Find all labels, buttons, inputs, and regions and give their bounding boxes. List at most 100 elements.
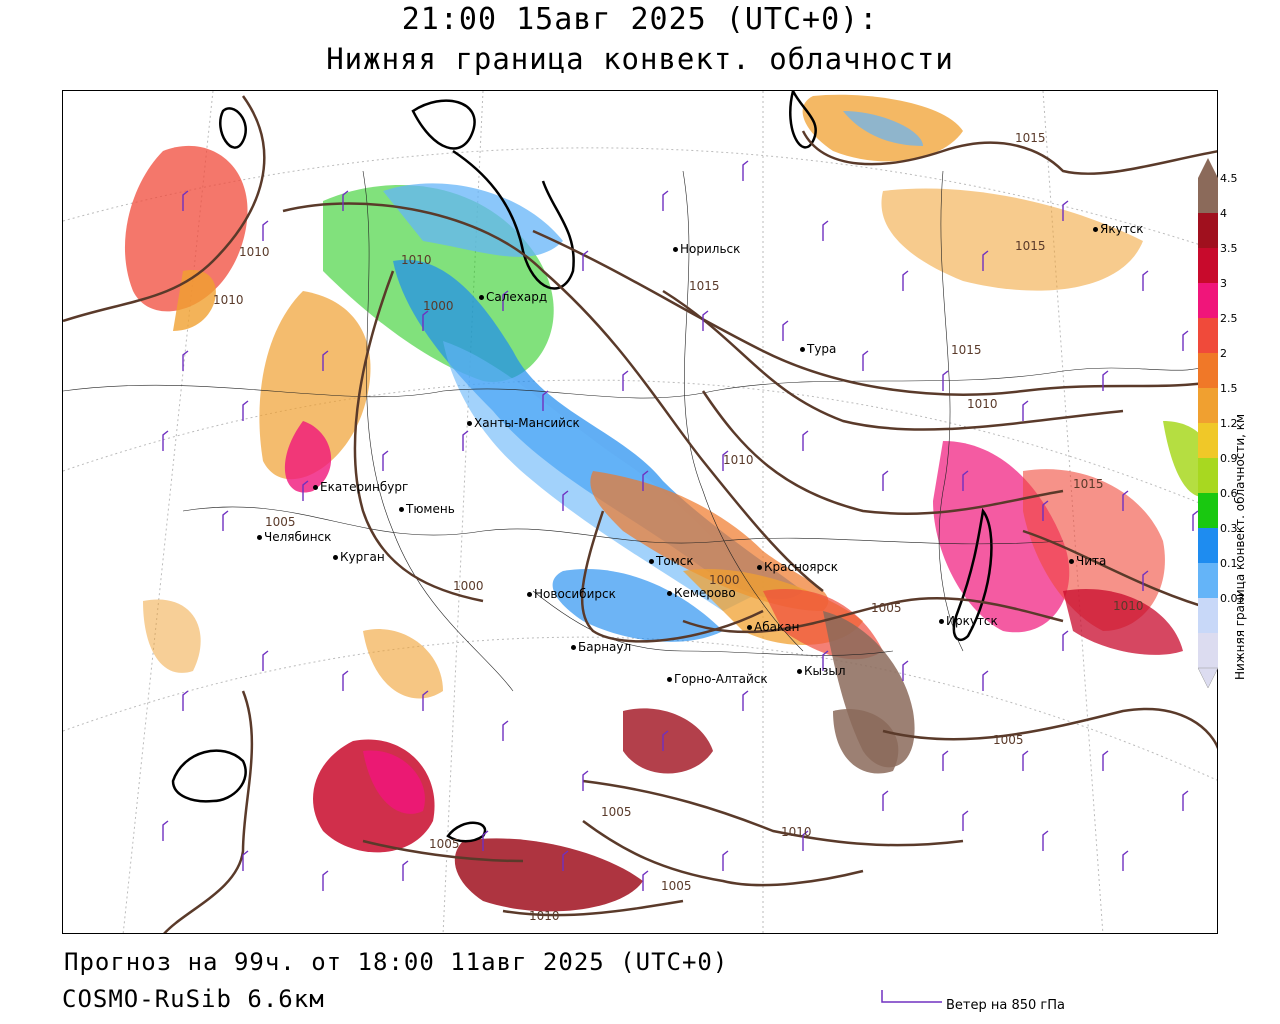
colorbar-level-label: 0.6 [1220, 487, 1238, 500]
colorbar-level-label: 0.1 [1220, 557, 1238, 570]
city-label: Кемерово [667, 587, 736, 599]
city-label: Иркутск [939, 615, 998, 627]
city-name: Тура [807, 342, 837, 356]
wind-legend: Ветер на 850 гПа [880, 988, 1140, 1018]
city-label: Новосибирск [527, 588, 616, 600]
colorbar-band [1198, 318, 1218, 354]
isobar-label: 1005 [265, 515, 296, 529]
city-dot [399, 507, 404, 512]
isobar-label: 1010 [1113, 599, 1144, 613]
city-dot [257, 535, 262, 540]
colorbar-level-label: 2.5 [1220, 312, 1238, 325]
city-dot [527, 592, 532, 597]
city-dot [797, 669, 802, 674]
colorbar-band [1198, 458, 1218, 494]
map-title-variable: Нижняя граница конвект. облачности [326, 42, 954, 76]
city-label: Абакан [747, 621, 799, 633]
colorbar-level-label: 3.5 [1220, 242, 1238, 255]
city-name: Абакан [754, 620, 800, 634]
colorbar-level-label: 1.2 [1220, 417, 1238, 430]
city-name: Челябинск [264, 530, 332, 544]
model-name: COSMO-RuSib 6.6км [62, 985, 325, 1013]
isobar-label: 1005 [993, 733, 1024, 747]
isobar-label: 1005 [601, 805, 632, 819]
colorbar-level-label: 0.03 [1220, 592, 1245, 605]
city-label: Кызыл [797, 665, 846, 677]
wind-barbs [162, 160, 1199, 891]
colorbar-band [1198, 493, 1218, 529]
city-dot [649, 559, 654, 564]
city-label: Челябинск [257, 531, 331, 543]
city-label: Красноярск [757, 561, 838, 573]
city-name: Кызыл [804, 664, 846, 678]
colorbar-band [1198, 248, 1218, 284]
city-name: Иркутск [946, 614, 998, 628]
city-dot [313, 485, 318, 490]
wind-barb-icon [881, 990, 942, 1003]
map-title-time: 21:00 15авг 2025 (UTC+0): [401, 2, 879, 37]
wind-legend-label: Ветер на 850 гПа [946, 998, 1065, 1013]
city-name: Салехард [486, 290, 548, 304]
colorbar-level-label: 0.9 [1220, 452, 1238, 465]
isobar-label: 1000 [453, 579, 484, 593]
colorbar-bands [1198, 178, 1218, 669]
city-name: Кемерово [674, 586, 736, 600]
city-dot [333, 555, 338, 560]
colorbar-band [1198, 213, 1218, 249]
isobar-label: 1015 [1073, 477, 1104, 491]
colorbar-level-label: 3 [1220, 277, 1227, 290]
colorbar-level-label: 1.5 [1220, 382, 1238, 395]
city-name: Барнаул [578, 640, 632, 654]
city-name: Новосибирск [534, 587, 616, 601]
city-label: Тура [800, 343, 836, 355]
city-dot [571, 645, 576, 650]
city-dot [479, 295, 484, 300]
isobar-label: 1010 [239, 245, 270, 259]
colorbar-band [1198, 633, 1218, 669]
isobar-label: 1000 [709, 573, 740, 587]
city-label: Чита [1069, 555, 1106, 567]
colorbar-band [1198, 283, 1218, 319]
city-dot [800, 347, 805, 352]
city-label: Томск [649, 555, 694, 567]
isobar-label: 1010 [781, 825, 812, 839]
city-name: Томск [656, 554, 694, 568]
isobar-label: 1005 [661, 879, 692, 893]
city-label: Горно-Алтайск [667, 673, 768, 685]
isobar-label: 1015 [951, 343, 982, 357]
colorbar-band [1198, 423, 1218, 459]
admin-borders [63, 170, 1217, 692]
city-name: Екатеринбург [320, 480, 409, 494]
city-dot [667, 591, 672, 596]
city-dot [1069, 559, 1074, 564]
city-name: Чита [1076, 554, 1107, 568]
city-name: Якутск [1100, 222, 1144, 236]
colorbar-band [1198, 598, 1218, 634]
city-label: Ханты-Мансийск [467, 417, 580, 429]
cloud-base-field [124, 94, 1217, 912]
isobar-label: 1010 [213, 293, 244, 307]
isobar-label: 1015 [1015, 239, 1046, 253]
isobar-label: 1015 [1015, 131, 1046, 145]
colorbar-band [1198, 353, 1218, 389]
isobar-label: 1010 [723, 453, 754, 467]
city-dot [667, 677, 672, 682]
colorbar-level-label: 4.5 [1220, 172, 1238, 185]
city-name: Тюмень [406, 502, 455, 516]
city-name: Ханты-Мансийск [474, 416, 580, 430]
colorbar-level-label: 4 [1220, 207, 1227, 220]
isobar-label: 1005 [871, 601, 902, 615]
isobar-label: 1000 [423, 299, 454, 313]
isobar-label: 1010 [529, 909, 560, 923]
isobar-label: 1010 [967, 397, 998, 411]
city-dot [673, 247, 678, 252]
isobar-label: 1005 [429, 837, 460, 851]
isobar-label: 1010 [401, 253, 432, 267]
city-name: Норильск [680, 242, 741, 256]
city-label: Тюмень [399, 503, 455, 515]
colorbar-level-label: 2 [1220, 347, 1227, 360]
city-dot [467, 421, 472, 426]
colorbar-band [1198, 563, 1218, 599]
isobars [63, 95, 1217, 933]
forecast-map: 1015 1015 1015 1015 1010 1010 1010 1010 … [62, 90, 1218, 934]
